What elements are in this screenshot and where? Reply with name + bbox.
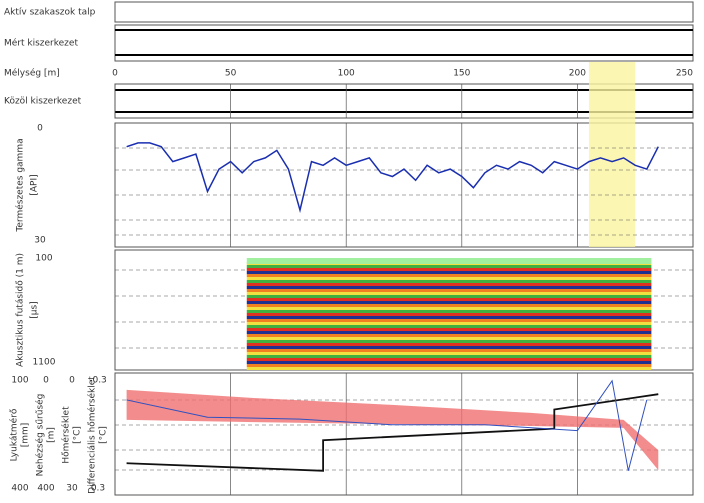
acoustic-band [246,280,652,283]
acoustic-band [246,355,652,358]
track-label: Akusztikus futásidő (1 m) [16,253,26,367]
track-label: Differenciális hőmérséklet [87,376,98,494]
acoustic-band [246,319,652,322]
band [126,389,659,471]
y-tick-label: 0 [43,376,49,386]
acoustic-band [246,325,652,328]
diff-curve [126,379,648,471]
y-tick-label: 100 [11,376,28,386]
y-tick-label: -0.3 [89,376,107,386]
acoustic-band [246,322,652,325]
y-tick-label: 0.3 [91,484,105,494]
y-tick-label: 0 [37,124,43,134]
track-label: Nehézség sűrűség [35,394,46,477]
track-label: [°C] [99,426,109,444]
acoustic-band [246,340,652,343]
temperature-curve [126,393,659,472]
label: Aktív szakaszok talp [4,8,96,18]
y-tick-label: 30 [34,236,46,246]
y-tick-label: 30 [66,484,78,494]
acoustic-band [246,334,652,337]
acoustic-band [246,310,652,313]
label: Közöl kiszerkezet [4,97,82,107]
acoustic-band [246,295,652,298]
label: Mélység [m] [4,68,60,79]
acoustic-top [246,258,652,264]
track-label: [m] [47,427,57,443]
acoustic-band [246,271,652,274]
track-label: [°C] [73,426,83,444]
acoustic-band [246,328,652,331]
acoustic-image [246,258,652,370]
acoustic-band [246,301,652,304]
gamma-curve [126,142,659,214]
acoustic-band [246,349,652,352]
y-tick-label: 100 [35,254,52,264]
acoustic-band [246,331,652,334]
highlight [588,62,636,247]
acoustic-band [246,277,652,280]
acoustic-band [246,352,652,355]
y-tick-label: 400 [37,484,54,494]
acoustic-band [246,265,652,268]
label: Mért kiszerkezet [4,38,78,49]
acoustic-band [246,268,652,271]
track-label: [mm] [21,423,31,448]
track-label: Lyukátmérő [9,408,20,461]
x-tick-label: 250 [676,69,693,79]
y-tick-label: 400 [11,484,28,494]
y-tick-label: 1100 [33,358,56,368]
acoustic-band [246,367,652,370]
x-tick-label: 100 [338,69,355,79]
track [114,1,694,23]
track-label: [µs] [30,301,40,318]
x-tick-label: 0 [112,69,118,79]
acoustic-band [246,337,652,340]
acoustic-band [246,292,652,295]
acoustic-band [246,361,652,364]
acoustic-band [246,307,652,310]
track-label: Természetes gamma [15,138,26,232]
acoustic-band [246,298,652,301]
acoustic-band [246,316,652,319]
acoustic-band [246,304,652,307]
acoustic-band [246,283,652,286]
acoustic-band [246,274,652,277]
acoustic-band [246,364,652,367]
track-label: [API] [30,174,40,195]
acoustic-band [246,286,652,289]
acoustic-band [246,313,652,316]
x-tick-label: 200 [569,69,586,79]
acoustic-band [246,346,652,349]
y-tick-label: 0 [69,376,75,386]
acoustic-band [246,343,652,346]
track [114,24,694,62]
acoustic-band [246,289,652,292]
track-label: Hőmérséklet [61,406,72,464]
x-tick-label: 50 [225,69,237,79]
acoustic-band [246,358,652,361]
x-tick-label: 150 [453,69,470,79]
